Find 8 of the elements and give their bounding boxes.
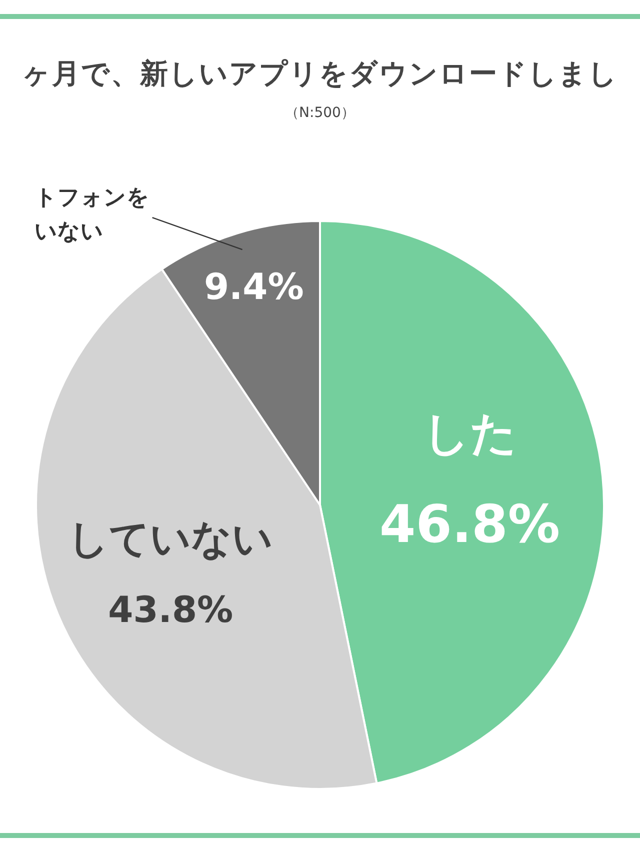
data-label: 43.8% [108,590,234,631]
data-label: 9.4% [204,267,304,308]
chart-subtitle: （N:500） [284,104,356,122]
slice-label: していない [68,516,274,562]
slice-label: トフォンをいない [34,186,150,245]
chart-title: ヶ月で、新しいアプリをダウンロードしまし [21,56,619,92]
data-label: 46.8% [380,494,560,555]
slice-label: した [422,406,517,460]
